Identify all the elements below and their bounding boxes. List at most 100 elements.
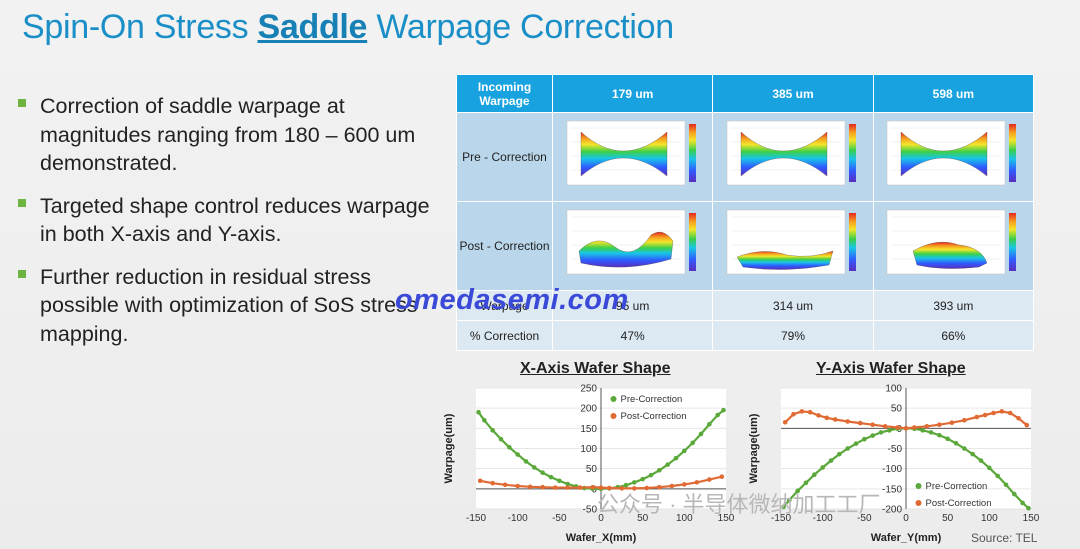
data-point (523, 459, 529, 464)
data-point (828, 458, 834, 463)
data-point (949, 420, 955, 425)
y-axis-wafer-shape-chart: -200-150-100-50050100-150-100-5005010015… (748, 384, 1040, 545)
data-point (999, 409, 1005, 414)
series-post-correction (477, 474, 725, 491)
data-point (577, 485, 583, 490)
colorbar (848, 213, 856, 271)
data-point (795, 488, 800, 494)
surface-shape (901, 131, 988, 177)
x-axis-label: Wafer_X(mm) (566, 532, 637, 544)
data-point (903, 426, 909, 431)
pre-correction-row: Pre - Correction (456, 112, 1035, 202)
data-point (787, 497, 792, 503)
post-correction-3d-plot (726, 209, 856, 275)
x-tick-label: 100 (676, 513, 693, 524)
y-tick-label: -200 (882, 505, 902, 516)
x-axis-chart-title: X-Axis Wafer Shape (520, 360, 671, 377)
data-point (532, 465, 537, 470)
colorbar (688, 124, 696, 182)
data-point (669, 483, 675, 489)
percent-correction-row: % Correction 47% 79% 66% (456, 320, 1035, 351)
x-tick-label: -50 (857, 513, 872, 524)
data-point (982, 412, 988, 418)
data-point (498, 436, 504, 442)
legend-label: Pre-Correction (926, 481, 988, 492)
data-point (937, 422, 942, 428)
bullet-marker (18, 269, 26, 278)
x-tick-label: -150 (466, 513, 486, 524)
data-point (565, 481, 570, 487)
pre-plot-cell (872, 112, 1035, 202)
pre-plot-cell (551, 112, 714, 202)
colorbar (848, 124, 856, 182)
y-tick-label: 100 (885, 384, 902, 395)
data-point (657, 467, 662, 473)
residual-value: 314 um (712, 290, 874, 321)
bullet-text: Targeted shape control reduces warpage i… (40, 193, 430, 247)
data-point (1016, 415, 1021, 421)
data-point (502, 482, 508, 488)
data-point (1003, 482, 1009, 488)
data-point (978, 458, 984, 463)
data-point (824, 415, 830, 421)
data-point (598, 485, 604, 490)
series-post-correction (782, 409, 1030, 431)
x-tick-label: 50 (637, 513, 649, 524)
y-axis-chart-title: Y-Axis Wafer Shape (816, 360, 966, 377)
y-tick-label: 150 (580, 424, 597, 435)
legend-marker (915, 500, 922, 506)
x-axis-wafer-shape-chart: -50050100150200250-150-100-50050100150Wa… (443, 384, 735, 545)
legend-label: Pre-Correction (621, 394, 683, 405)
legend-label: Post-Correction (926, 498, 992, 509)
data-point (1024, 422, 1030, 428)
data-point (632, 480, 637, 485)
series-pre-correction (781, 426, 1031, 511)
data-point (721, 407, 726, 413)
data-point (807, 409, 813, 415)
y-tick-label: -100 (882, 464, 902, 475)
data-point (895, 425, 900, 430)
correction-label: % Correction (456, 320, 553, 351)
residual-value: 393 um (872, 290, 1035, 321)
x-tick-label: -100 (813, 513, 833, 524)
data-point (507, 444, 512, 450)
post-plot-cell (712, 201, 874, 291)
source-credit: Source: TEL (971, 531, 1038, 545)
post-correction-row: Post - Correction (456, 201, 1035, 291)
pre-correction-3d-plot (887, 120, 1017, 186)
pre-correction-3d-plot (726, 120, 856, 186)
title-prefix: Spin-On Stress (22, 8, 258, 46)
bullet-marker (18, 99, 26, 107)
data-point (857, 420, 863, 426)
data-point (673, 455, 679, 461)
data-point (937, 432, 942, 438)
data-point (945, 436, 950, 442)
title-suffix: Warpage Correction (367, 8, 674, 46)
correction-value: 79% (712, 320, 874, 351)
data-point (694, 480, 700, 485)
data-point (565, 485, 570, 490)
data-point (924, 424, 930, 429)
data-point (853, 441, 859, 446)
header-col: 385 um (712, 74, 874, 113)
data-point (477, 478, 483, 484)
data-point (707, 477, 712, 482)
data-point (991, 410, 996, 416)
data-point (995, 473, 1000, 479)
data-point (644, 485, 650, 491)
data-point (490, 480, 495, 486)
y-axis-label: Warpage(um) (748, 413, 760, 483)
title-highlight: Saddle (257, 8, 368, 46)
colorbar (688, 213, 696, 271)
data-point (515, 452, 520, 457)
data-point (974, 414, 980, 420)
data-point (870, 433, 875, 438)
bullet-item: Further reduction in residual stress pos… (18, 263, 438, 349)
y-tick-label: -50 (583, 505, 598, 516)
correction-value: 66% (872, 320, 1035, 351)
data-point (845, 419, 850, 424)
post-correction-3d-plot (566, 209, 696, 275)
bullet-text: Further reduction in residual stress pos… (40, 264, 418, 346)
data-point (1026, 505, 1031, 511)
data-point (816, 413, 821, 418)
